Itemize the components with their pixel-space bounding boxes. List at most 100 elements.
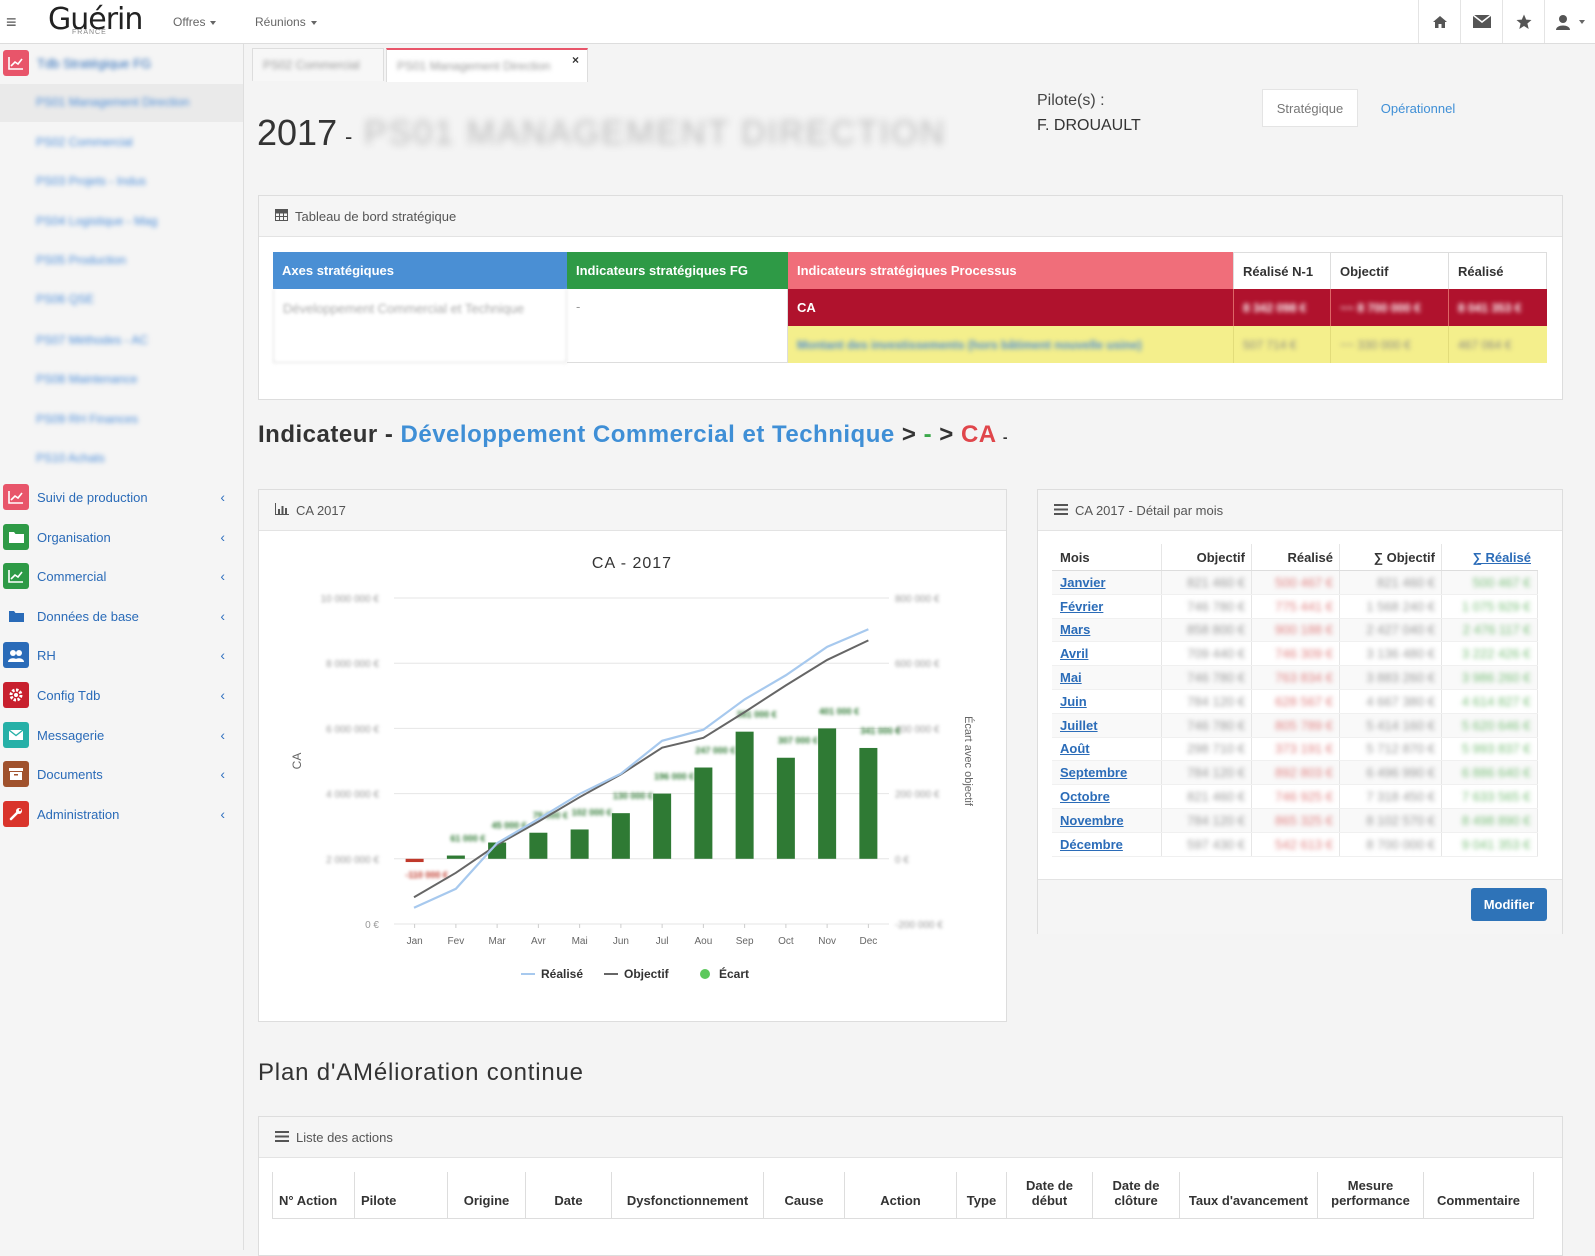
month-link[interactable]: Mars	[1052, 618, 1162, 643]
menu-reunions[interactable]: Réunions	[255, 15, 317, 29]
panel-title: CA 2017 - Détail par mois	[1075, 502, 1224, 518]
col-date-debut[interactable]: Date de début	[1006, 1172, 1093, 1219]
tab-ps01[interactable]: PS01 Management Direction	[386, 48, 588, 82]
cell-cum-realise: 4 614 827 €	[1441, 689, 1538, 714]
chevron-left-icon: ‹	[220, 529, 225, 545]
sidebar-active-row	[0, 84, 243, 122]
sidebar-subitem-ps01[interactable]: PS01 Management Direction	[36, 95, 190, 109]
toggle-operationnel[interactable]: Opérationnel	[1380, 100, 1456, 116]
col-dysfonctionnement[interactable]: Dysfonctionnement	[611, 1172, 764, 1219]
sidebar-subitem-ps05[interactable]: PS05 Production	[36, 253, 127, 267]
col-origine[interactable]: Origine	[447, 1172, 526, 1219]
sidebar-item-donnees-base[interactable]: Données de base ‹	[0, 599, 243, 633]
chevron-left-icon: ‹	[220, 766, 225, 782]
x-tick-label: Jan	[407, 936, 423, 947]
users-icon	[3, 642, 29, 668]
caret-down-icon	[210, 20, 217, 25]
month-link[interactable]: Février	[1052, 594, 1162, 619]
month-link[interactable]: Décembre	[1052, 832, 1162, 857]
row-ca-label[interactable]: CA	[788, 289, 1233, 326]
menu-offres[interactable]: Offres	[173, 15, 217, 29]
month-link[interactable]: Mai	[1052, 665, 1162, 690]
user-icon[interactable]	[1544, 0, 1595, 43]
legend-label: Réalisé	[541, 967, 583, 981]
cell-realise: 746 925 €	[1251, 784, 1340, 809]
sidebar-item-administration[interactable]: Administration ‹	[0, 797, 243, 831]
sidebar-subitem-ps06[interactable]: PS06 QSE	[36, 292, 95, 306]
col-pilote[interactable]: Pilote	[354, 1172, 448, 1219]
col-type[interactable]: Type	[956, 1172, 1007, 1219]
col-cum-realise[interactable]: ∑ Réalisé	[1441, 544, 1537, 571]
month-link[interactable]: Août	[1052, 737, 1162, 762]
breadcrumb-separator: >	[901, 421, 917, 448]
col-date[interactable]: Date	[525, 1172, 612, 1219]
col-taux-avancement[interactable]: Taux d'avancement	[1179, 1172, 1318, 1219]
cell-cum-objectif: 821 460 €	[1339, 570, 1442, 595]
col-realise[interactable]: Réalisé	[1251, 544, 1340, 571]
y2-tick-label: -200 000 €	[895, 920, 943, 931]
col-objectif[interactable]: Objectif	[1161, 544, 1252, 571]
sidebar-item-tdb-strategique[interactable]: Tdb Stratégique FG	[0, 46, 243, 80]
col-n-action[interactable]: N° Action	[272, 1172, 355, 1219]
bar-chart-icon	[275, 502, 289, 518]
cell-realise: 628 567 €	[1251, 689, 1340, 714]
sidebar-subitem-ps07[interactable]: PS07 Méthodes - AC	[36, 333, 149, 347]
close-icon[interactable]: ×	[572, 53, 580, 67]
hamburger-menu-icon[interactable]: ≡	[6, 12, 17, 32]
home-icon[interactable]	[1418, 0, 1460, 43]
month-link[interactable]: Juillet	[1052, 713, 1162, 738]
cell-cum-realise: 500 467 €	[1441, 570, 1538, 595]
row-ca-realise: 8 041 353 €	[1448, 289, 1547, 326]
sidebar-item-suivi-production[interactable]: Suivi de production ‹	[0, 480, 243, 514]
modifier-button[interactable]: Modifier	[1471, 888, 1547, 921]
row-investissements-label[interactable]: Montant des investissements (hors bâtime…	[788, 326, 1233, 363]
sidebar-subitem-ps08[interactable]: PS08 Maintenance	[36, 372, 138, 386]
month-link[interactable]: Janvier	[1052, 570, 1162, 595]
star-icon[interactable]	[1502, 0, 1544, 43]
y2-tick-label: 800 000 €	[895, 594, 940, 605]
sidebar-item-commercial[interactable]: Commercial ‹	[0, 559, 243, 593]
month-link[interactable]: Septembre	[1052, 760, 1162, 786]
actions-table: N° Action Pilote Origine Date Dysfonctio…	[272, 1172, 1534, 1219]
sidebar-subitem-ps09[interactable]: PS09 RH Finances	[36, 412, 139, 426]
col-cause[interactable]: Cause	[763, 1172, 845, 1219]
sidebar-item-messagerie[interactable]: Messagerie ‹	[0, 718, 243, 752]
month-link[interactable]: Octobre	[1052, 784, 1162, 809]
sidebar-subitem-ps02[interactable]: PS02 Commercial	[36, 135, 133, 149]
sidebar-subitem-ps10[interactable]: PS10 Achats	[36, 451, 105, 465]
sidebar-item-label: Config Tdb	[37, 687, 101, 703]
col-cum-objectif[interactable]: ∑ Objectif	[1339, 544, 1442, 571]
panel-header: Tableau de bord stratégique	[259, 196, 1562, 237]
list-icon	[275, 1130, 289, 1145]
envelope-icon[interactable]	[1460, 0, 1502, 43]
sidebar-item-config-tdb[interactable]: Config Tdb ‹	[0, 678, 243, 712]
cell-objectif: 784 120 €	[1161, 760, 1252, 786]
col-mesure-performance[interactable]: Mesure performance	[1317, 1172, 1424, 1219]
month-link[interactable]: Juin	[1052, 689, 1162, 714]
month-link[interactable]: Novembre	[1052, 808, 1162, 833]
sidebar-subitem-ps04[interactable]: PS04 Logistique - Mag	[36, 214, 158, 228]
sidebar-subitem-ps03[interactable]: PS03 Projets - Indus	[36, 174, 147, 188]
cell-objectif: 709 440 €	[1161, 641, 1252, 667]
y2-tick-label: 0 €	[895, 855, 909, 866]
sidebar-item-organisation[interactable]: Organisation ‹	[0, 520, 243, 554]
col-commentaire[interactable]: Commentaire	[1423, 1172, 1534, 1219]
col-date-cloture[interactable]: Date de clôture	[1092, 1172, 1180, 1219]
x-tick-label: Mai	[572, 936, 588, 947]
panel-header: CA 2017 - Détail par mois	[1038, 490, 1562, 531]
panel-title: CA 2017	[296, 502, 346, 518]
table-row: Octobre 821 460 €746 925 €7 318 450 €7 63…	[1052, 784, 1538, 809]
cell-objectif: 858 800 €	[1161, 618, 1252, 643]
col-action[interactable]: Action	[844, 1172, 957, 1219]
logo[interactable]: Guérin	[48, 2, 143, 37]
toggle-strategique[interactable]: Stratégique	[1262, 89, 1358, 127]
col-mois[interactable]: Mois	[1052, 544, 1162, 571]
y-tick-label: 10 000 000 €	[321, 594, 380, 605]
indicator-axe-link[interactable]: Développement Commercial et Technique	[400, 421, 895, 448]
sidebar-item-rh[interactable]: RH ‹	[0, 638, 243, 672]
table-row: Septembre 784 120 €892 803 €6 496 990 €6 …	[1052, 760, 1538, 786]
month-link[interactable]: Avril	[1052, 641, 1162, 667]
cell-ind-fg: -	[567, 289, 788, 363]
tab-ps02[interactable]: PS02 Commercial	[252, 48, 384, 81]
sidebar-item-documents[interactable]: Documents ‹	[0, 757, 243, 791]
